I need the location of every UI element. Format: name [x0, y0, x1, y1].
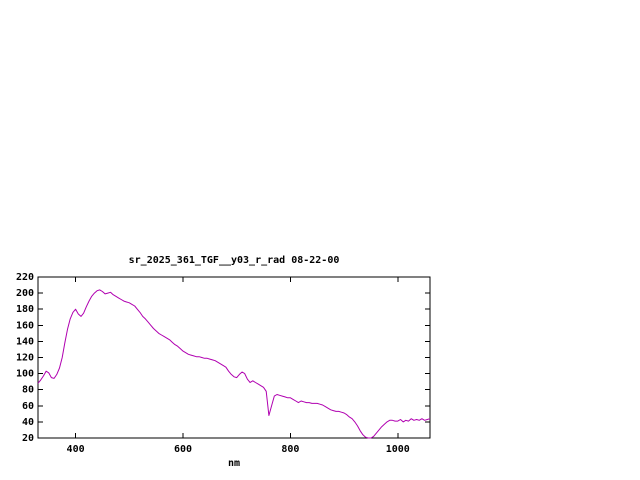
y-tick-label: 200 [16, 288, 34, 299]
chart-title: sr_2025_361_TGF__y03_r_rad 08-22-00 [129, 255, 340, 266]
x-tick-label: 400 [67, 444, 85, 455]
y-tick-label: 60 [22, 401, 34, 412]
spectrum-line [37, 289, 431, 439]
y-tick-label: 20 [22, 433, 34, 444]
y-tick-label: 160 [16, 320, 34, 331]
y-tick-label: 120 [16, 353, 34, 364]
y-tick-label: 180 [16, 304, 34, 315]
x-axis-label: nm [228, 458, 240, 469]
y-tick-label: 140 [16, 336, 34, 347]
plot-border [37, 276, 431, 439]
x-tick-label: 600 [174, 444, 192, 455]
y-tick-label: 80 [22, 385, 34, 396]
x-tick-label: 800 [281, 444, 299, 455]
y-tick-label: 220 [16, 272, 34, 283]
y-tick-label: 40 [22, 417, 34, 428]
x-tick-label: 1000 [386, 444, 410, 455]
y-tick-label: 100 [16, 369, 34, 380]
